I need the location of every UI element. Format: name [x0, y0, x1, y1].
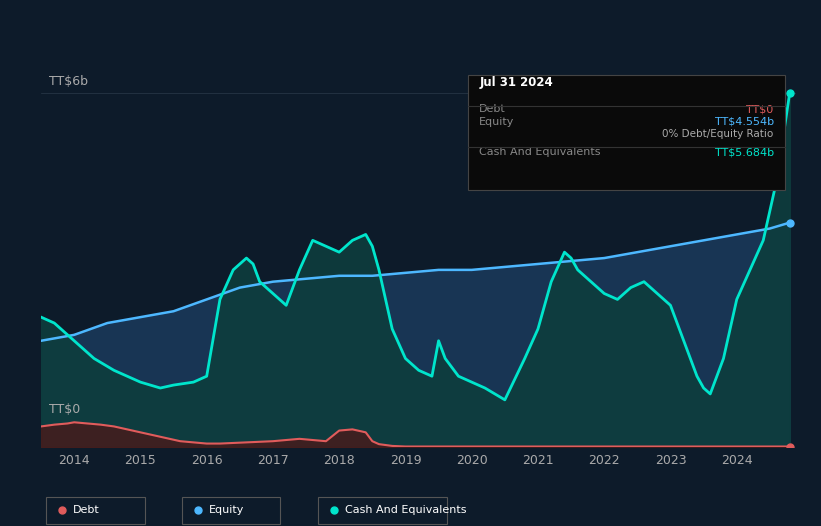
Text: Equity: Equity [479, 117, 515, 127]
Text: Equity: Equity [209, 505, 244, 515]
Text: TT$5.684b: TT$5.684b [714, 147, 773, 157]
Text: TT$6b: TT$6b [48, 75, 88, 88]
Text: Debt: Debt [73, 505, 99, 515]
Text: Jul 31 2024: Jul 31 2024 [479, 76, 553, 89]
Text: TT$4.554b: TT$4.554b [714, 117, 773, 127]
Text: TT$0: TT$0 [48, 403, 80, 417]
Text: TT$0: TT$0 [746, 104, 773, 114]
FancyBboxPatch shape [468, 75, 785, 190]
Text: Cash And Equivalents: Cash And Equivalents [479, 147, 601, 157]
Text: 0% Debt/Equity Ratio: 0% Debt/Equity Ratio [663, 129, 773, 139]
Text: Debt: Debt [479, 104, 506, 114]
Text: Cash And Equivalents: Cash And Equivalents [345, 505, 466, 515]
